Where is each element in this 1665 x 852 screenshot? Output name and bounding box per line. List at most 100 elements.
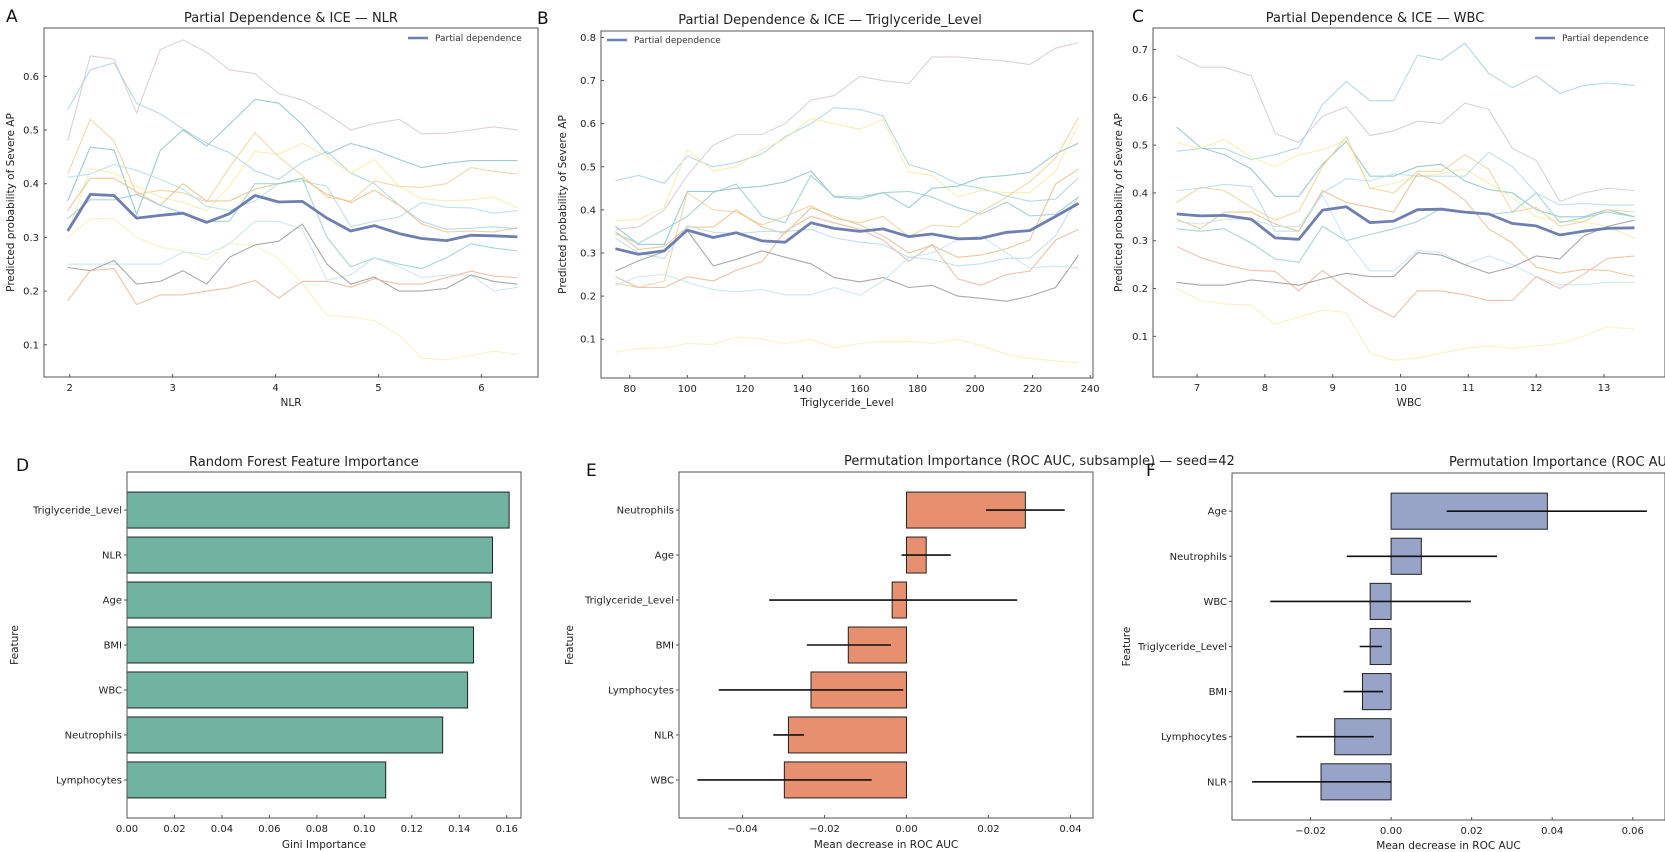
y-axis-label: Feature xyxy=(1121,627,1133,667)
legend: Partial dependence xyxy=(607,36,721,46)
x-tick-label: 0.04 xyxy=(1541,826,1563,837)
category-label: Age xyxy=(1208,507,1227,518)
panel-c: C Partial Dependence & ICE — WBC 7 8 9 10 11 12… xyxy=(1113,7,1665,409)
x-tick-label: 8 xyxy=(1262,383,1268,394)
ice-line xyxy=(67,177,518,270)
category-label: Age xyxy=(655,551,674,562)
plot-lines xyxy=(1176,42,1635,361)
bar xyxy=(126,716,444,754)
ice-line xyxy=(615,336,1079,364)
panel-letter: F xyxy=(1146,461,1156,481)
x-tick-label: 0.06 xyxy=(258,824,280,835)
x-axis-label: Mean decrease in ROC AUC xyxy=(1376,840,1520,852)
y-axis-label: Predicted probability of Severe AP xyxy=(557,115,569,294)
plot-frame xyxy=(600,30,1094,379)
x-tick-label: 100 xyxy=(678,384,697,395)
x-tick-label: 0.10 xyxy=(353,824,375,835)
bar xyxy=(787,716,907,754)
y-tick-label: 0.7 xyxy=(580,76,596,87)
partial-dependence-line xyxy=(1176,205,1635,241)
x-axis-label: WBC xyxy=(1397,397,1422,409)
category-label: WBC xyxy=(1203,597,1227,608)
panel-title: Partial Dependence & ICE — NLR xyxy=(184,11,398,26)
ice-line xyxy=(615,195,1080,267)
ice-line xyxy=(615,168,1079,258)
x-axis-label: NLR xyxy=(281,397,302,409)
panel-title: Random Forest Feature Importance xyxy=(189,455,419,470)
category-label: WBC xyxy=(98,685,122,696)
y-axis-label: Predicted probability of Severe AP xyxy=(1113,113,1125,292)
partial-dependence-line xyxy=(66,192,518,243)
bar xyxy=(126,536,494,574)
x-tick-label: 240 xyxy=(1081,384,1100,395)
ice-line xyxy=(67,118,518,203)
category-label: NLR xyxy=(654,730,674,741)
x-axis-label: Triglyceride_Level xyxy=(799,397,893,409)
plot-frame xyxy=(1152,27,1665,378)
y-tick-label: 0.2 xyxy=(1132,284,1148,295)
ice-line xyxy=(67,163,518,228)
ice-line xyxy=(615,235,1079,296)
x-tick-label: 2 xyxy=(67,383,73,394)
x-axis-label: Gini Importance xyxy=(282,839,366,851)
x-tick-label: 7 xyxy=(1194,383,1200,394)
y-tick-label: 0.5 xyxy=(23,126,39,137)
x-tick-label: 12 xyxy=(1530,383,1543,394)
y-tick-label: 0.1 xyxy=(23,340,39,351)
panel-b: B Partial Dependence & ICE — Triglyceride… xyxy=(537,9,1100,409)
category-label: NLR xyxy=(102,551,122,562)
bar xyxy=(126,581,492,619)
x-tick-label: 0.04 xyxy=(1059,824,1081,835)
x-tick-label: 5 xyxy=(375,383,381,394)
y-tick-label: 0.7 xyxy=(1132,45,1148,56)
partial-dependence-line xyxy=(615,202,1080,256)
x-tick-label: 160 xyxy=(850,384,869,395)
y-axis-label: Predicted probability of Severe AP xyxy=(5,113,17,292)
category-label: NLR xyxy=(1207,777,1227,788)
ice-line xyxy=(67,220,518,292)
legend-label: Partial dependence xyxy=(634,36,721,46)
ice-line xyxy=(1176,151,1635,232)
panel-letter: E xyxy=(586,461,597,481)
x-tick-label: −0.04 xyxy=(727,824,758,835)
plot-lines xyxy=(66,39,518,361)
category-label: Triglyceride_Level xyxy=(32,506,122,517)
y-tick-label: 0.1 xyxy=(1132,332,1148,343)
panel-title: Partial Dependence & ICE — WBC xyxy=(1266,11,1485,26)
ice-line xyxy=(67,142,518,233)
x-tick-label: 0.14 xyxy=(448,824,470,835)
ice-line xyxy=(1176,173,1635,278)
x-tick-label: 0.16 xyxy=(496,824,518,835)
ice-line xyxy=(615,42,1079,230)
x-tick-label: 180 xyxy=(908,384,927,395)
category-label: Neutrophils xyxy=(1170,552,1227,563)
ice-line xyxy=(615,229,1080,302)
ice-line xyxy=(615,116,1080,289)
x-tick-label: 0.00 xyxy=(116,824,138,835)
category-label: Lymphocytes xyxy=(56,775,122,786)
x-tick-label: 0.00 xyxy=(895,824,917,835)
plot-frame xyxy=(126,471,522,819)
category-label: BMI xyxy=(1209,687,1227,698)
panel-e: E Permutation Importance (ROC AUC, subsam… xyxy=(564,454,1235,851)
y-tick-label: 0.6 xyxy=(1132,93,1148,104)
panel-letter: D xyxy=(16,456,29,476)
ice-line xyxy=(67,223,518,292)
ice-line xyxy=(67,218,518,361)
x-tick-label: 0.02 xyxy=(977,824,999,835)
ice-line xyxy=(615,117,1080,222)
bar xyxy=(126,491,510,529)
x-tick-label: 120 xyxy=(735,384,754,395)
panel-title: Permutation Importance (ROC AUC, subsamp… xyxy=(844,454,1235,469)
x-tick-label: 80 xyxy=(623,384,636,395)
category-label: Age xyxy=(103,596,122,607)
y-tick-label: 0.2 xyxy=(23,287,39,298)
y-tick-label: 0.5 xyxy=(580,162,596,173)
x-tick-label: −0.02 xyxy=(809,824,840,835)
legend: Partial dependence xyxy=(408,34,522,44)
x-tick-label: 200 xyxy=(965,384,984,395)
x-tick-label: 3 xyxy=(169,383,175,394)
y-tick-label: 0.3 xyxy=(23,233,39,244)
ice-line xyxy=(1176,288,1635,361)
plot-lines xyxy=(615,42,1080,364)
